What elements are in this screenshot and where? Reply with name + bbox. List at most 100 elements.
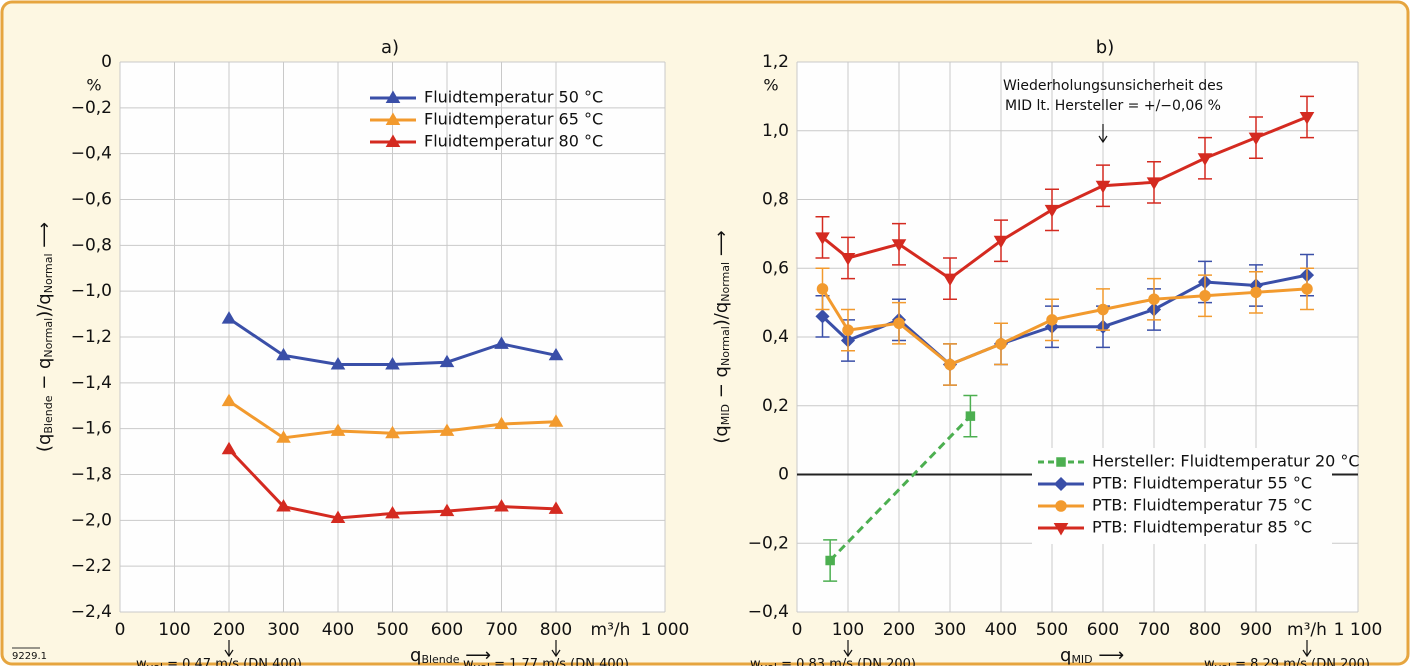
x-axis-label-part: ⟶ <box>460 645 492 666</box>
x-tick-label: 1 000 <box>641 620 690 640</box>
marker <box>1301 283 1313 295</box>
marker <box>815 232 830 245</box>
note-arrow-head <box>224 649 234 658</box>
legend-marker <box>1056 457 1066 467</box>
y-tick-label: −0,2 <box>71 98 112 118</box>
x-unit: m³/h <box>1287 620 1327 640</box>
marker <box>825 555 835 566</box>
x-tick-label: 0 <box>792 620 803 640</box>
legend-marker <box>385 90 401 103</box>
marker <box>965 411 976 421</box>
x-tick-label: 1 100 <box>1334 620 1383 640</box>
y-axis-label-part: ⟶ <box>711 230 732 262</box>
legend-marker <box>1055 500 1067 512</box>
marker <box>330 357 346 370</box>
panel-title: a) <box>381 37 399 58</box>
x-tick-label: 700 <box>485 620 517 640</box>
x-tick-label: 800 <box>540 620 572 640</box>
x-tick-label: 300 <box>934 620 966 640</box>
x-tick-label: 100 <box>158 620 190 640</box>
marker <box>1097 303 1109 316</box>
marker <box>548 414 564 427</box>
x-note-part: w <box>136 657 147 667</box>
note-arrow-head <box>843 649 853 658</box>
annotation: Wiederholungsunsicherheit des <box>1003 78 1223 94</box>
marker <box>439 423 455 436</box>
x-tick-label: 800 <box>1189 620 1221 640</box>
legend-marker <box>1053 523 1069 536</box>
x-axis-label-part: Blende <box>421 653 459 666</box>
y-axis-label-part: Normal <box>42 253 55 293</box>
x-tick-label: 700 <box>1138 620 1170 640</box>
marker <box>1046 314 1058 326</box>
x-tick-label: 100 <box>832 620 864 640</box>
marker <box>840 252 856 266</box>
figure-id: 9229.1 <box>12 651 47 662</box>
y-tick-label: −2,4 <box>71 602 112 622</box>
note-arrow-head <box>1098 135 1108 144</box>
marker <box>385 357 400 370</box>
x-tick-label: 300 <box>267 620 299 640</box>
legend-label: PTB: Fluidtemperatur 75 °C <box>1092 496 1312 515</box>
x-tick-label: 600 <box>431 620 463 640</box>
y-axis-label-part: (q <box>711 425 732 443</box>
y-tick-label: −1,0 <box>71 281 112 301</box>
y-axis-label-part: Normal <box>719 326 732 366</box>
marker <box>893 317 905 329</box>
y-tick-label: 0,6 <box>762 258 789 278</box>
y-axis-label-part: )/q <box>711 302 732 327</box>
marker <box>1197 153 1213 166</box>
y-axis-label: (qBlende − qNormal)/qNormal ⟶ <box>34 222 55 452</box>
series-line <box>829 415 972 562</box>
x-tick-label: 500 <box>376 620 408 640</box>
x-axis-label: qMID ⟶ <box>1060 645 1124 666</box>
marker <box>276 430 291 443</box>
x-tick-label: 400 <box>985 620 1017 640</box>
marker <box>815 309 830 324</box>
y-tick-label: −2,0 <box>71 510 112 530</box>
marker <box>439 503 455 517</box>
y-tick-label: 0,8 <box>762 190 789 210</box>
marker <box>816 283 829 295</box>
marker <box>891 239 907 252</box>
marker <box>842 324 854 336</box>
marker <box>385 505 400 519</box>
legend-marker <box>385 112 401 125</box>
legend-marker <box>1053 476 1069 492</box>
x-note-part: = 8,29 m/s (DN 200) <box>1231 657 1370 667</box>
x-axis-label-part: ⟶ <box>1093 645 1125 666</box>
marker <box>330 423 346 436</box>
marker <box>1095 180 1111 194</box>
marker <box>494 499 509 512</box>
x-axis-label: qBlende ⟶ <box>410 645 491 666</box>
marker <box>1044 204 1060 218</box>
x-tick-label: 0 <box>115 620 126 640</box>
x-tick-label: 400 <box>322 620 354 640</box>
y-axis-label-part: Normal <box>719 262 732 302</box>
y-tick-label: −0,4 <box>71 144 112 164</box>
y-tick-label: 0 <box>101 52 112 72</box>
x-note-part: w <box>463 657 474 667</box>
x-note-part: w <box>1204 657 1215 667</box>
x-axis-label-part: MID <box>1071 653 1092 666</box>
marker <box>942 273 958 287</box>
note-arrow-head <box>551 649 561 658</box>
x-tick-label: 200 <box>213 620 245 640</box>
marker <box>385 425 400 439</box>
marker <box>221 393 237 407</box>
marker <box>548 501 564 514</box>
x-note-part: = 1,77 m/s (DN 400) <box>490 657 629 667</box>
y-tick-label: −1,4 <box>71 373 112 393</box>
legend-label: Fluidtemperatur 50 °C <box>424 88 603 107</box>
y-unit: % <box>763 76 778 95</box>
note-arrow-head <box>1302 649 1312 658</box>
x-note-part: vol <box>147 661 163 666</box>
marker <box>330 510 346 523</box>
marker <box>1146 177 1162 190</box>
marker <box>439 354 455 368</box>
marker <box>221 441 237 455</box>
marker <box>995 338 1007 350</box>
y-axis-label: (qMID − qNormal)/qNormal ⟶ <box>711 230 732 443</box>
y-tick-label: 0,2 <box>762 396 789 416</box>
